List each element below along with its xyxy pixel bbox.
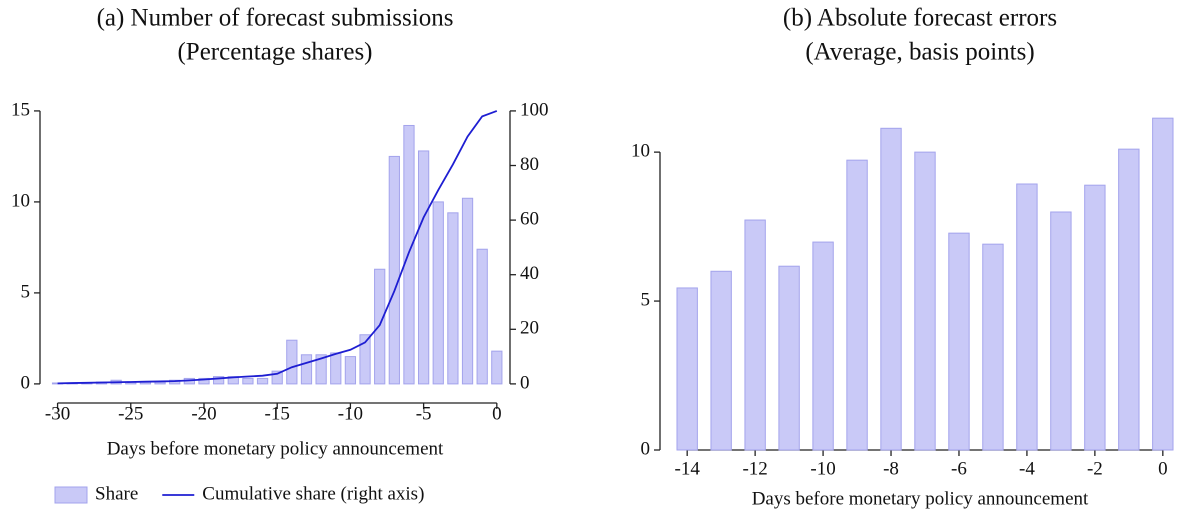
y-tick-label: 15 xyxy=(11,99,30,120)
bar xyxy=(710,270,732,451)
bar xyxy=(388,155,400,385)
bar xyxy=(676,287,698,451)
bar xyxy=(300,354,313,385)
bar xyxy=(461,197,474,385)
bar xyxy=(1050,211,1072,451)
x-tick-label: -14 xyxy=(675,458,701,479)
x-tick-label: -20 xyxy=(191,403,216,424)
bar xyxy=(447,212,459,385)
y-tick-label: 10 xyxy=(11,190,30,211)
x-tick-label: -6 xyxy=(951,458,967,479)
line xyxy=(57,110,498,385)
y2-tick-label: 100 xyxy=(520,99,549,120)
bar xyxy=(744,219,766,451)
bar xyxy=(271,370,283,385)
y2-tick-label: 80 xyxy=(520,154,539,175)
y-tick-label: 5 xyxy=(21,281,31,302)
bar xyxy=(417,150,430,385)
bar xyxy=(880,127,902,451)
chart-subtitle: (Percentage shares) xyxy=(177,39,372,66)
bar xyxy=(315,354,327,385)
bar xyxy=(286,339,298,385)
bar xyxy=(914,151,936,451)
y-tick-label: 0 xyxy=(21,372,31,393)
bar xyxy=(242,377,254,385)
chart-subtitle: (Average, basis points) xyxy=(805,39,1034,66)
bar xyxy=(1118,148,1140,451)
legend-label: Share xyxy=(95,483,138,504)
bar xyxy=(359,334,371,385)
bar xyxy=(812,241,834,451)
chart-title: (a) Number of forecast submissions xyxy=(97,5,454,32)
y-tick-label: 0 xyxy=(641,438,651,459)
bar xyxy=(982,243,1004,451)
x-axis-label: Days before monetary policy announcement xyxy=(107,438,444,459)
legend-label: Cumulative share (right axis) xyxy=(202,483,424,504)
x-tick-label: -25 xyxy=(118,403,143,424)
x-tick-label: -30 xyxy=(45,403,70,424)
y2-tick-label: 40 xyxy=(520,263,539,284)
bar xyxy=(491,350,503,385)
bar xyxy=(198,377,210,385)
bar xyxy=(476,248,488,385)
legend-swatch xyxy=(54,486,88,504)
bar xyxy=(948,232,970,451)
x-tick-label: -8 xyxy=(883,458,899,479)
bar xyxy=(1016,183,1038,451)
x-tick-label: -12 xyxy=(742,458,767,479)
y2-tick-label: 60 xyxy=(520,208,539,229)
bar xyxy=(1084,184,1106,451)
bar xyxy=(432,201,444,385)
x-tick-label: -10 xyxy=(338,403,363,424)
bar xyxy=(344,356,357,385)
bar xyxy=(256,377,269,385)
x-axis-label: Days before monetary policy announcement xyxy=(752,488,1089,509)
bar xyxy=(778,265,800,451)
y-tick-label: 10 xyxy=(631,140,650,161)
bar xyxy=(846,159,868,451)
y-tick-label: 5 xyxy=(641,289,651,310)
x-tick-label: 0 xyxy=(1158,458,1168,479)
x-tick-label: -4 xyxy=(1019,458,1035,479)
bar xyxy=(330,352,342,385)
x-tick-label: 0 xyxy=(492,403,502,424)
x-tick-label: -10 xyxy=(810,458,835,479)
x-tick-label: -15 xyxy=(265,403,290,424)
y2-tick-label: 20 xyxy=(520,318,539,339)
bar xyxy=(1152,117,1174,451)
x-tick-label: -2 xyxy=(1087,458,1103,479)
chart-title: (b) Absolute forecast errors xyxy=(783,5,1057,32)
bar xyxy=(213,376,225,385)
x-tick-label: -5 xyxy=(416,403,432,424)
y2-tick-label: 0 xyxy=(520,372,530,393)
